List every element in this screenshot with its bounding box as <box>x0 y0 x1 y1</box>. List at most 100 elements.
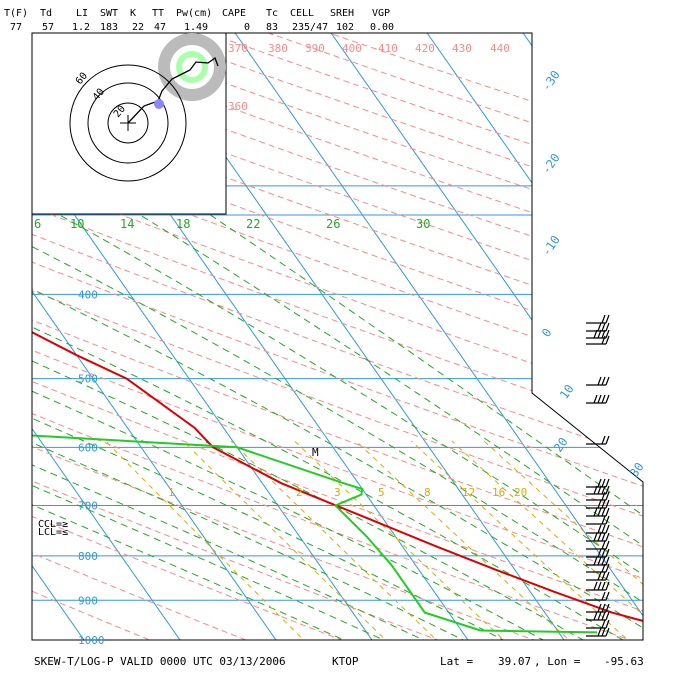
hodograph-inset <box>31 32 227 215</box>
header-value: 83 <box>266 22 279 33</box>
mixing-ratio-label: 16 <box>492 486 505 499</box>
wind-barb <box>586 627 610 637</box>
plot-frame <box>31 32 644 641</box>
isotherm <box>254 33 643 640</box>
sounding-indices-header: T(F) Td LI SWT K TT Pw(cm) CAPE Tc CELL SREH VGP 77 5… <box>0 0 680 36</box>
mixing-ratio-line <box>410 440 643 640</box>
isotherm-label: -10 <box>539 233 563 259</box>
mixing-ratio-line <box>483 440 643 640</box>
pressure-tick-label: 900 <box>78 594 98 607</box>
isotherm <box>446 33 643 640</box>
header-label: Tc <box>266 8 279 19</box>
mixing-ratio-line <box>182 440 405 640</box>
mixing-ratio-label: 5 <box>378 486 385 499</box>
header-label: CELL <box>290 8 315 19</box>
isotherm <box>32 33 373 640</box>
wind-barb <box>586 314 610 324</box>
dry-adiabat <box>32 33 643 640</box>
mixing-ratio-line <box>355 440 590 640</box>
plot-area <box>32 33 643 640</box>
wind-barb <box>586 563 610 573</box>
header-label: Pw(cm) <box>176 8 213 19</box>
header-value: 183 <box>100 22 119 33</box>
dry-adiabat-label: 430 <box>452 42 472 55</box>
lon-value: -95.63 <box>604 655 644 668</box>
dry-adiabat <box>32 33 643 640</box>
wind-barb <box>586 322 610 332</box>
moist-adiabat-label: 18 <box>176 217 190 231</box>
header-label: SWT <box>100 8 119 19</box>
wind-barb <box>586 394 610 404</box>
header-label: K <box>130 8 137 19</box>
wind-barb <box>586 556 610 566</box>
dry-adiabat <box>32 33 643 640</box>
dewpoint-profile <box>32 50 598 634</box>
lcl-label: LCL=≤ <box>38 527 68 538</box>
dry-adiabat-label: 380 <box>268 42 288 55</box>
dry-adiabat <box>32 33 643 640</box>
moist-adiabat <box>32 33 578 640</box>
dry-adiabat-label: 370 <box>228 42 248 55</box>
moist-adiabat <box>32 33 643 640</box>
wind-barb <box>586 376 610 386</box>
skewt-diagram: 3004005006007008009001000-30-20-10010203… <box>31 32 647 647</box>
wind-barb <box>586 581 610 591</box>
lat-label: Lat = <box>440 655 474 668</box>
wind-barb <box>586 485 610 495</box>
pressure-tick-label: 700 <box>78 499 98 512</box>
wind-barb <box>586 611 610 621</box>
header-value: 235/47 <box>292 22 329 33</box>
isotherm <box>542 33 643 640</box>
moist-adiabat <box>32 33 616 640</box>
moist-adiabat <box>32 33 643 640</box>
hodograph-ring <box>87 82 169 164</box>
moist-adiabat-label: 26 <box>326 217 340 231</box>
wind-barb <box>586 571 610 581</box>
dry-adiabat <box>32 33 643 640</box>
pressure-tick-label: 800 <box>78 550 98 563</box>
isotherm-label: 20 <box>551 435 571 455</box>
mixing-ratio-label: 8 <box>424 486 431 499</box>
pressure-tick-label: 500 <box>78 373 98 386</box>
storm-motion-marker <box>154 99 164 109</box>
moist-adiabat-label: 30 <box>416 217 430 231</box>
isotherm <box>32 33 181 640</box>
dry-adiabat <box>32 33 390 640</box>
moist-adiabat <box>32 33 643 640</box>
header-label: SREH <box>330 8 355 19</box>
moist-adiabat-label: 22 <box>246 217 260 231</box>
header-label: T(F) <box>4 8 29 19</box>
wind-barb <box>586 491 610 501</box>
dry-adiabat-label: 420 <box>415 42 435 55</box>
dry-adiabat <box>32 33 643 640</box>
header-value: 47 <box>154 22 167 33</box>
ccl-label: CCL=≥ <box>38 519 68 530</box>
wind-barb <box>586 540 610 550</box>
header-value: 1.2 <box>72 22 91 33</box>
header-label: VGP <box>372 8 391 19</box>
header-label: LI <box>76 8 89 19</box>
header-label: Td <box>40 8 53 19</box>
header-value: 77 <box>10 22 23 33</box>
moist-adiabat <box>32 33 386 640</box>
mixing-ratio-label: 12 <box>462 486 475 499</box>
lat-value: 39.07 <box>498 655 532 668</box>
isotherm <box>32 33 277 640</box>
wind-barb <box>586 548 610 558</box>
wind-barb <box>586 329 610 339</box>
header-value: 57 <box>42 22 55 33</box>
mixing-ratio-line <box>105 440 323 640</box>
wind-barb-column <box>586 314 610 637</box>
moist-adiabat <box>32 33 539 640</box>
maxwind-marker: M <box>312 446 319 459</box>
wind-barb <box>586 499 610 509</box>
moist-adiabat-label: 6 <box>34 217 41 231</box>
pressure-tick-label: 600 <box>78 441 98 454</box>
mixing-ratio-label: 20 <box>514 486 527 499</box>
isotherm <box>158 33 643 640</box>
mixing-ratio-label: 3 <box>334 486 341 499</box>
header-value: 102 <box>336 22 355 33</box>
isotherm-label: 10 <box>557 382 577 402</box>
pressure-tick-label: 1000 <box>78 634 105 647</box>
dry-adiabat <box>32 33 488 640</box>
